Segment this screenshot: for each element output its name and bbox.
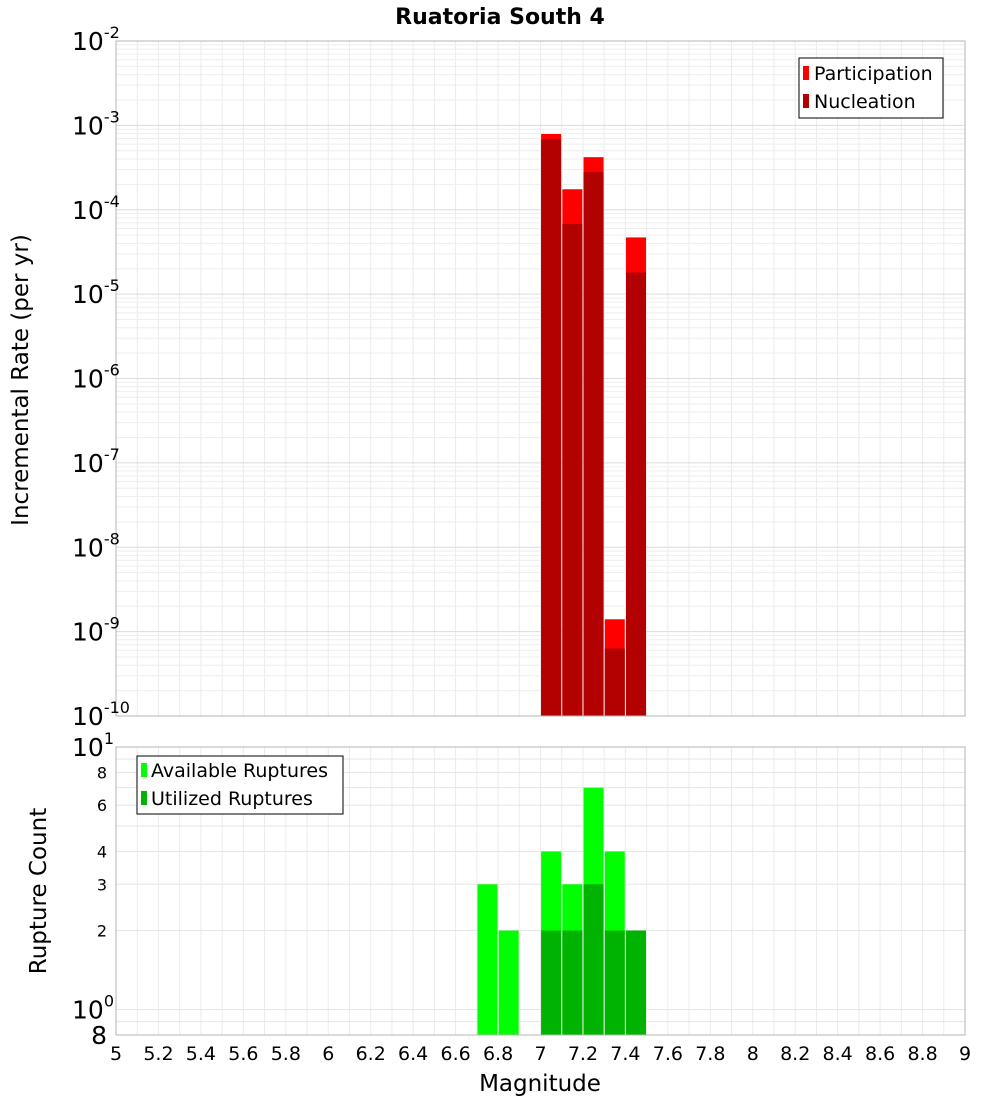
x-tick-label: 6.8 (483, 1043, 513, 1065)
bottom-y-tick-label: 8 (91, 1021, 107, 1050)
legend-label: Participation (814, 63, 933, 85)
top-y-tick-label: 10-3 (72, 107, 120, 140)
x-tick-label: 8 (747, 1043, 759, 1065)
x-tick-label: 8.2 (780, 1043, 810, 1065)
top-plot-area: 10-2 10-3 10-4 10-5 10-6 10-7 10-8 10-9 10-10 Par… (72, 23, 966, 731)
utilized-ruptures-bar (562, 930, 583, 1035)
nucleation-bar (562, 223, 583, 716)
x-tick-label: 6.2 (356, 1043, 386, 1065)
bottom-legend-box (136, 755, 344, 815)
x-tick-label: 5 (110, 1043, 122, 1065)
nucleation-bar (583, 172, 604, 716)
bottom-bars (477, 787, 647, 1035)
bottom-y-tick-label: 6 (97, 796, 107, 815)
legend-swatch (141, 791, 147, 805)
top-y-tick-label: 10-8 (72, 529, 120, 562)
bottom-y-power-label: 101 (72, 729, 114, 762)
nucleation-bar (626, 272, 647, 716)
top-y-tick-label: 10-6 (72, 361, 120, 394)
top-y-tick-label: 10-2 (72, 23, 120, 56)
x-tick-label: 6 (322, 1043, 334, 1065)
bottom-y-axis-label: Rupture Count (26, 808, 52, 974)
bottom-y-tick-label: 8 (97, 763, 107, 782)
x-tick-label: 6.4 (398, 1043, 428, 1065)
top-y-tick-label: 10-9 (72, 614, 120, 647)
top-y-tick-label: 10-5 (72, 276, 120, 309)
x-tick-label: 9 (959, 1043, 971, 1065)
legend-label: Available Ruptures (151, 760, 328, 782)
x-tick-label: 8.8 (907, 1043, 937, 1065)
top-y-tick-label: 10-7 (72, 445, 120, 478)
x-tick-label: 7.4 (610, 1043, 640, 1065)
legend-label: Utilized Ruptures (151, 788, 313, 810)
top-y-tick-label: 10-10 (72, 698, 130, 731)
top-y-tick-label: 10-4 (72, 192, 120, 225)
utilized-ruptures-bar (583, 884, 604, 1035)
top-y-ticks: 10-2 10-3 10-4 10-5 10-6 10-7 10-8 10-9 10-10 (72, 23, 130, 731)
utilized-ruptures-bar (541, 930, 562, 1035)
bottom-plot-border (115, 746, 966, 1036)
legend-swatch (803, 94, 809, 108)
bottom-y-tick-label: 4 (97, 842, 107, 861)
top-legend: Participation Nucleation (798, 57, 944, 119)
legend-label: Nucleation (814, 91, 916, 113)
x-tick-label: 5.2 (143, 1043, 173, 1065)
bottom-y-power-label: 100 (72, 992, 114, 1025)
top-plot-border (115, 40, 966, 717)
top-legend-box (798, 57, 944, 119)
top-grid (115, 41, 966, 717)
bottom-y-tick-label: 2 (97, 922, 107, 941)
x-ticks: 5 5.2 5.4 5.6 5.8 6 6.2 6.4 6.6 6.8 7 7.2 7.4 7.6 7.8 8… (110, 1043, 971, 1065)
x-tick-label: 7 (534, 1043, 546, 1065)
x-tick-label: 5.6 (228, 1043, 258, 1065)
x-tick-label: 7.6 (653, 1043, 683, 1065)
nucleation-bar (604, 648, 625, 716)
bottom-y-tick-label: 3 (97, 875, 107, 894)
x-tick-label: 6.6 (440, 1043, 470, 1065)
available-ruptures-bar (477, 884, 498, 1035)
x-tick-label: 8.4 (823, 1043, 853, 1065)
chart-title: Ruatoria South 4 (395, 5, 605, 30)
legend-swatch (803, 66, 809, 80)
x-tick-label: 5.4 (186, 1043, 216, 1065)
x-tick-label: 8.6 (865, 1043, 895, 1065)
x-tick-label: 5.8 (271, 1043, 301, 1065)
x-tick-label: 7.8 (695, 1043, 725, 1065)
top-bars (541, 134, 647, 717)
x-axis-label: Magnitude (479, 1071, 601, 1097)
bottom-legend: Available Ruptures Utilized Ruptures (136, 755, 344, 815)
available-ruptures-bar (498, 930, 519, 1035)
utilized-ruptures-bar (626, 930, 647, 1035)
nucleation-bar (541, 139, 562, 716)
top-y-axis-label: Incremental Rate (per yr) (8, 234, 34, 526)
utilized-ruptures-bar (604, 930, 625, 1035)
x-tick-label: 7.2 (568, 1043, 598, 1065)
legend-swatch (141, 763, 147, 777)
